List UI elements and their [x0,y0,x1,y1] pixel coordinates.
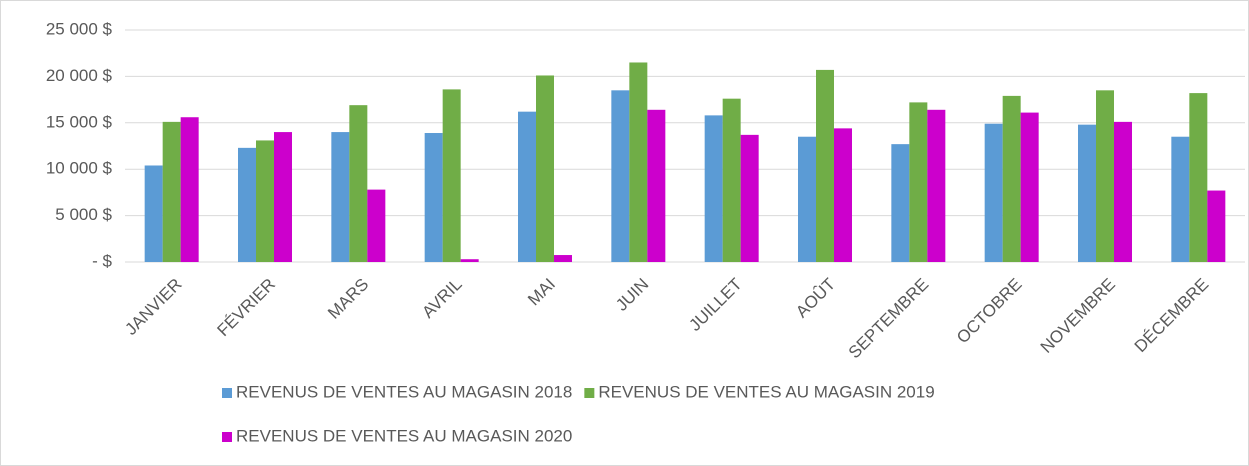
bar [1078,124,1096,262]
bar [984,123,1003,262]
legend-label: REVENUS DE VENTES AU MAGASIN 2019 [598,382,934,401]
bar [518,111,536,262]
bar [536,75,554,262]
bar [1002,95,1021,262]
y-tick-label: 25 000 $ [46,19,113,38]
legend-label: REVENUS DE VENTES AU MAGASIN 2018 [236,382,572,401]
y-tick-label: - $ [92,251,112,270]
bar [611,90,630,262]
bar [740,134,759,262]
y-tick-label: 20 000 $ [46,66,113,85]
bar [798,136,816,262]
bar [180,117,199,263]
bar [162,121,181,262]
bar [460,259,479,262]
bar [274,132,292,262]
bar [891,144,910,262]
legend-label: REVENUS DE VENTES AU MAGASIN 2020 [236,426,572,445]
bar [424,133,443,262]
bar [1189,93,1208,262]
bar [722,98,741,262]
bar [927,109,946,262]
bar [909,102,928,262]
bar [816,69,834,263]
bar [554,255,572,262]
bar [238,147,256,262]
legend-swatch [222,388,232,398]
bar [331,132,350,262]
bar [1096,90,1114,262]
y-tick-label: 15 000 $ [46,112,113,131]
legend-swatch [584,388,595,398]
bar [442,89,461,262]
bar [647,109,666,262]
bar [629,62,648,263]
legend-swatch [222,432,232,442]
bar [349,105,368,262]
bar [144,165,163,262]
bar [1020,112,1039,262]
bar [1207,190,1226,262]
bar [834,128,852,262]
y-tick-label: 10 000 $ [46,159,113,178]
bar [256,140,274,262]
bar [1114,121,1132,262]
bar [367,189,386,262]
bar [704,115,723,262]
bar [1171,136,1190,262]
y-tick-label: 5 000 $ [55,205,112,224]
